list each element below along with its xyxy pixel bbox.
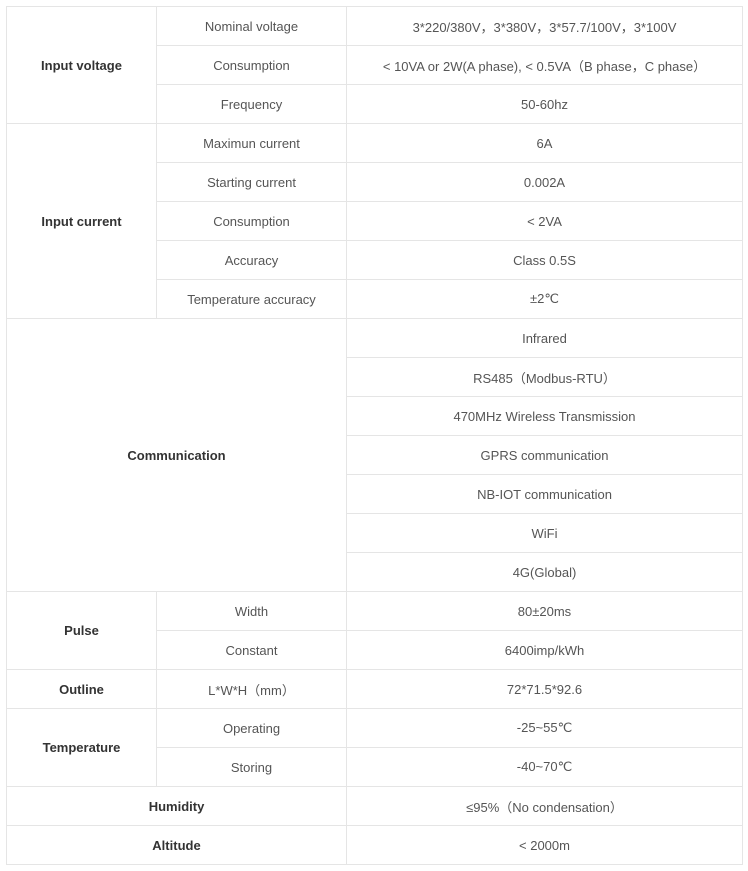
- category-humidity: Humidity: [7, 787, 347, 826]
- category-input-voltage: Input voltage: [7, 7, 157, 124]
- category-altitude: Altitude: [7, 826, 347, 865]
- param-value: 0.002A: [347, 163, 743, 202]
- table-row: Altitude < 2000m: [7, 826, 743, 865]
- category-outline: Outline: [7, 670, 157, 709]
- param-value: -40~70℃: [347, 748, 743, 787]
- param-label: Consumption: [157, 46, 347, 85]
- param-label: Starting current: [157, 163, 347, 202]
- param-value: GPRS communication: [347, 436, 743, 475]
- param-value: ±2℃: [347, 280, 743, 319]
- param-value: RS485（Modbus-RTU）: [347, 358, 743, 397]
- param-label: Accuracy: [157, 241, 347, 280]
- category-communication: Communication: [7, 319, 347, 592]
- category-pulse: Pulse: [7, 592, 157, 670]
- param-label: Operating: [157, 709, 347, 748]
- table-row: Humidity ≤95%（No condensation）: [7, 787, 743, 826]
- param-value: 6400imp/kWh: [347, 631, 743, 670]
- param-label: L*W*H（mm）: [157, 670, 347, 709]
- param-label: Width: [157, 592, 347, 631]
- param-value: WiFi: [347, 514, 743, 553]
- param-value: < 2000m: [347, 826, 743, 865]
- spec-table: Input voltage Nominal voltage 3*220/380V…: [6, 6, 743, 865]
- param-value: 3*220/380V，3*380V，3*57.7/100V，3*100V: [347, 7, 743, 46]
- param-value: NB-IOT communication: [347, 475, 743, 514]
- param-value: Class 0.5S: [347, 241, 743, 280]
- param-value: 80±20ms: [347, 592, 743, 631]
- param-label: Nominal voltage: [157, 7, 347, 46]
- table-row: Temperature Operating -25~55℃: [7, 709, 743, 748]
- param-value: < 10VA or 2W(A phase), < 0.5VA（B phase，C…: [347, 46, 743, 85]
- param-label: Temperature accuracy: [157, 280, 347, 319]
- param-label: Frequency: [157, 85, 347, 124]
- table-row: Pulse Width 80±20ms: [7, 592, 743, 631]
- table-row: Communication Infrared: [7, 319, 743, 358]
- param-label: Maximun current: [157, 124, 347, 163]
- param-value: < 2VA: [347, 202, 743, 241]
- param-value: 4G(Global): [347, 553, 743, 592]
- param-value: 50-60hz: [347, 85, 743, 124]
- category-temperature: Temperature: [7, 709, 157, 787]
- param-value: 72*71.5*92.6: [347, 670, 743, 709]
- param-label: Storing: [157, 748, 347, 787]
- param-value: Infrared: [347, 319, 743, 358]
- param-label: Consumption: [157, 202, 347, 241]
- param-value: 470MHz Wireless Transmission: [347, 397, 743, 436]
- param-value: ≤95%（No condensation）: [347, 787, 743, 826]
- table-row: Outline L*W*H（mm） 72*71.5*92.6: [7, 670, 743, 709]
- param-value: 6A: [347, 124, 743, 163]
- param-value: -25~55℃: [347, 709, 743, 748]
- param-label: Constant: [157, 631, 347, 670]
- table-row: Input current Maximun current 6A: [7, 124, 743, 163]
- table-row: Input voltage Nominal voltage 3*220/380V…: [7, 7, 743, 46]
- category-input-current: Input current: [7, 124, 157, 319]
